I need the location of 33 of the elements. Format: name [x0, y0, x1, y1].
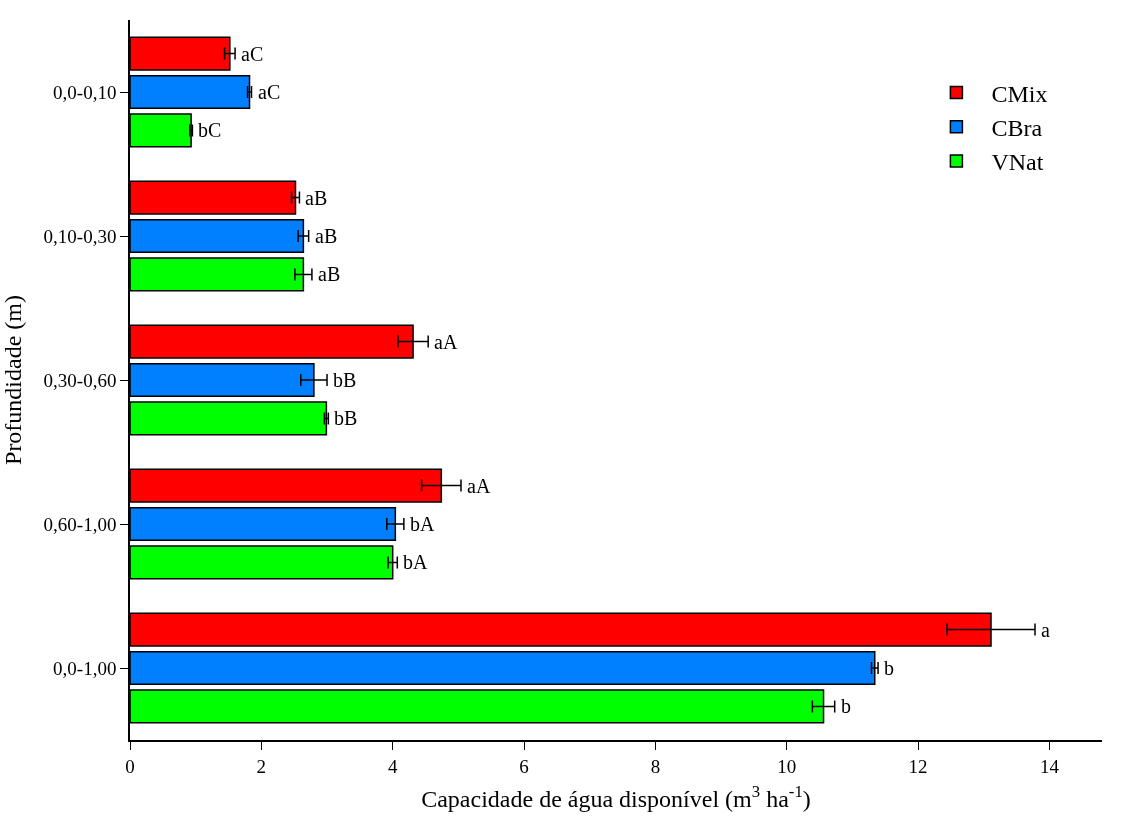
data-label: aA [434, 331, 458, 353]
legend-label: VNat [991, 149, 1044, 176]
data-label: aC [241, 43, 264, 65]
y-tick-label: 0,0-1,00 [53, 657, 117, 679]
data-label: aA [467, 475, 491, 497]
data-label: bC [198, 119, 222, 141]
y-tick-label: 0,60-1,00 [43, 513, 117, 535]
data-label: bA [403, 551, 428, 573]
x-tick-label: 14 [1039, 755, 1060, 777]
x-tick-label: 12 [908, 755, 928, 777]
data-label: aB [305, 187, 328, 209]
y-tick-label: 0,30-0,60 [43, 369, 117, 391]
legend-label: CMix [991, 80, 1048, 107]
x-tick-label: 0 [125, 755, 135, 777]
data-label: bA [410, 513, 435, 535]
x-tick-label: 10 [777, 755, 797, 777]
x-axis-title: Capacidade de água disponível (m$^{3}$ ha$^{-1}$) [421, 782, 811, 813]
data-label: a [1041, 619, 1050, 641]
x-tick-label: 2 [256, 755, 267, 777]
data-label: aC [258, 81, 281, 103]
data-label: bB [333, 369, 357, 391]
data-label: b [841, 695, 851, 717]
x-tick-label: 8 [650, 755, 661, 777]
y-axis-title: Profundidade (m) [0, 295, 27, 465]
data-label: bB [334, 407, 358, 429]
data-label: aB [315, 225, 338, 247]
legend-label: CBra [991, 115, 1043, 142]
x-tick-label: 4 [387, 755, 398, 777]
x-tick-label: 6 [519, 755, 529, 777]
data-label: b [884, 657, 894, 679]
data-label: aB [318, 263, 341, 285]
y-tick-label: 0,0-0,10 [53, 81, 117, 103]
y-tick-label: 0,10-0,30 [43, 225, 117, 247]
